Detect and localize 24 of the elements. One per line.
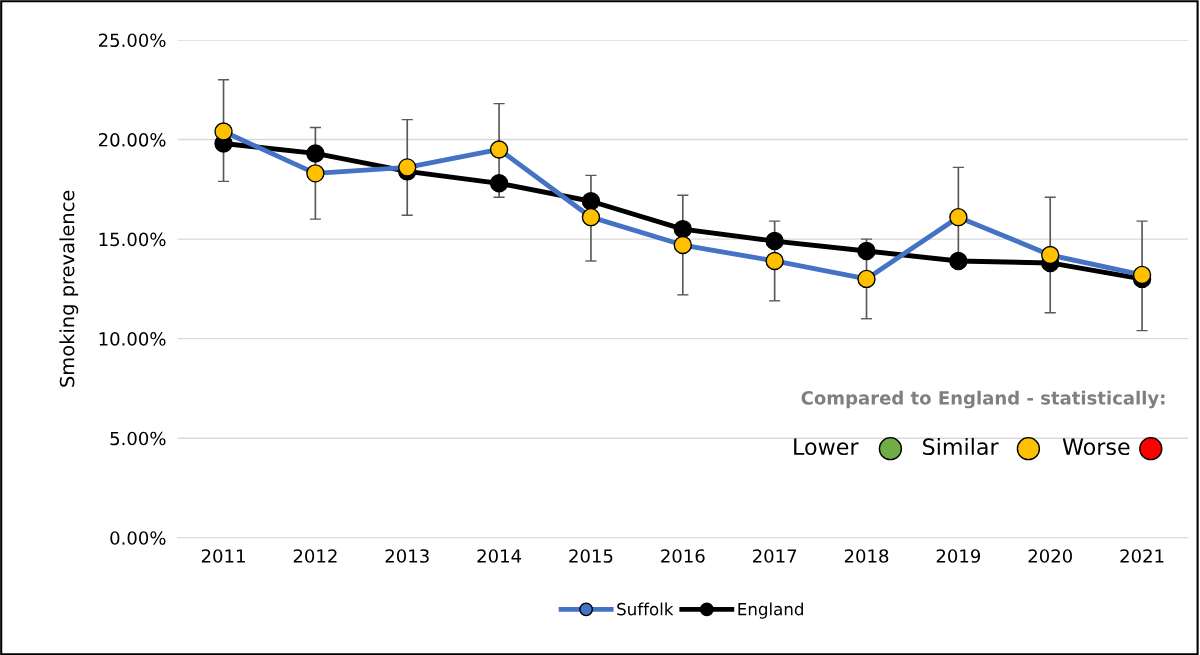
y-tick-label: 15.00% (99, 232, 166, 247)
y-tick-label: 20.00% (98, 132, 166, 147)
x-tick-label: 2011 (201, 549, 245, 563)
legend-label: England (738, 602, 803, 619)
x-tick-label: 2020 (1028, 549, 1072, 563)
x-tick-label: 2021 (1120, 549, 1164, 563)
legend-label: Suffolk (617, 602, 674, 616)
x-tick-label: 2019 (936, 549, 981, 563)
x-tick-label: 2015 (569, 549, 613, 563)
y-axis-title: Smoking prevalence (59, 190, 79, 387)
x-tick-label: 2014 (477, 549, 522, 563)
x-tick-label: 2013 (385, 549, 429, 563)
x-tick-label: 2018 (844, 549, 889, 563)
annotation: Similar (923, 437, 999, 456)
annotation: Lower (794, 438, 859, 456)
x-tick-label: 2017 (753, 549, 797, 563)
x-tick-label: 2016 (661, 549, 705, 563)
annotation: Worse (1062, 438, 1130, 456)
y-tick-label: 10.00% (99, 332, 166, 346)
y-tick-label: 5.00% (110, 431, 166, 446)
x-tick-label: 2012 (293, 549, 337, 563)
y-tick-label: 25.00% (98, 33, 166, 48)
y-tick-label: 0.00% (110, 531, 166, 545)
annotation: Compared to England - statistically: (801, 390, 1165, 409)
